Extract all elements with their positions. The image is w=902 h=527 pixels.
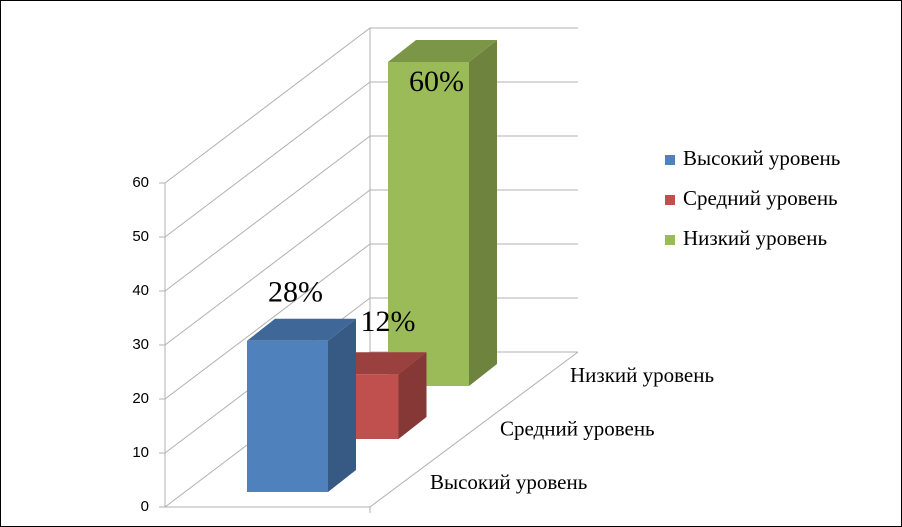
y-tick-label: 0 <box>141 498 149 515</box>
bar-side <box>328 318 356 492</box>
bar <box>247 340 328 492</box>
bar-top <box>388 40 497 62</box>
grid-line <box>164 135 578 292</box>
legend-label: Высокий уровень <box>683 146 840 170</box>
depth-label: Низкий уровень <box>570 363 714 387</box>
y-tick-label: 60 <box>132 174 149 191</box>
value-label: 12% <box>361 305 416 338</box>
y-tick-label: 30 <box>132 336 149 353</box>
y-tick-label: 40 <box>132 282 149 299</box>
grid-line <box>164 27 578 184</box>
y-tick-label: 10 <box>132 444 149 461</box>
value-label: 28% <box>268 276 323 309</box>
legend-swatch <box>665 155 675 165</box>
grid-line <box>164 297 578 454</box>
depth-label: Средний уровень <box>500 416 655 440</box>
grid-line <box>164 243 578 400</box>
legend-swatch <box>665 235 675 245</box>
bar-top <box>247 318 356 341</box>
bar-side <box>398 352 427 439</box>
y-tick-label: 50 <box>132 228 149 245</box>
bar <box>388 62 469 386</box>
legend-swatch <box>665 195 675 205</box>
grid-line <box>164 351 578 508</box>
y-tick-label: 20 <box>132 390 149 407</box>
grid-line <box>164 189 578 346</box>
depth-label: Высокий уровень <box>430 470 587 494</box>
legend-label: Низкий уровень <box>683 226 827 250</box>
value-label: 60% <box>409 65 464 98</box>
grid-line <box>164 81 578 238</box>
bar-side <box>469 40 497 386</box>
legend-label: Средний уровень <box>683 186 838 210</box>
